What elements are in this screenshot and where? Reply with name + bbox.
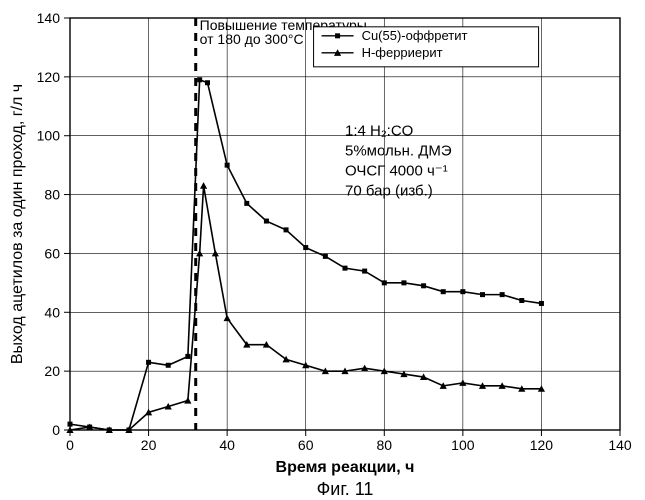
- series-marker-cu: [362, 269, 367, 274]
- figure-caption: Фиг. 11: [317, 479, 374, 499]
- series-marker-cu: [166, 363, 171, 368]
- series-marker-cu: [197, 77, 202, 82]
- series-marker-cu: [343, 266, 348, 271]
- series-marker-cu: [264, 219, 269, 224]
- legend-label: Cu(55)-оффретит: [362, 28, 468, 43]
- series-marker-cu: [441, 289, 446, 294]
- series-marker-cu: [68, 422, 73, 427]
- y-tick-label: 120: [37, 69, 61, 85]
- x-tick-label: 0: [66, 437, 74, 453]
- y-tick-label: 20: [44, 363, 60, 379]
- series-marker-cu: [382, 280, 387, 285]
- x-tick-label: 100: [451, 437, 475, 453]
- series-marker-cu: [225, 163, 230, 168]
- series-marker-cu: [284, 227, 289, 232]
- series-marker-cu: [146, 360, 151, 365]
- x-tick-label: 140: [608, 437, 632, 453]
- series-marker-cu: [205, 80, 210, 85]
- legend-marker-cu: [335, 33, 340, 38]
- legend-label: H-ферриерит: [362, 45, 443, 60]
- series-marker-cu: [500, 292, 505, 297]
- conditions-line: 1:4 H₂:CO: [345, 123, 413, 140]
- conditions-line: ОЧСГ 4000 ч⁻¹: [345, 163, 448, 180]
- series-marker-cu: [539, 301, 544, 306]
- y-tick-label: 60: [44, 245, 60, 261]
- series-marker-cu: [244, 201, 249, 206]
- y-tick-label: 40: [44, 304, 60, 320]
- y-tick-label: 0: [52, 422, 60, 438]
- series-marker-cu: [421, 283, 426, 288]
- y-axis-label: Выход ацетилов за один проход, г/л ч: [9, 84, 26, 364]
- y-tick-label: 140: [37, 10, 61, 26]
- x-tick-label: 80: [376, 437, 392, 453]
- x-tick-label: 20: [141, 437, 157, 453]
- series-marker-cu: [480, 292, 485, 297]
- x-tick-label: 40: [219, 437, 235, 453]
- series-marker-cu: [460, 289, 465, 294]
- x-tick-label: 120: [530, 437, 554, 453]
- series-marker-cu: [401, 280, 406, 285]
- series-marker-cu: [519, 298, 524, 303]
- conditions-line: 5%мольн. ДМЭ: [345, 143, 452, 160]
- x-tick-label: 60: [298, 437, 314, 453]
- series-marker-cu: [303, 245, 308, 250]
- series-marker-cu: [185, 354, 190, 359]
- y-tick-label: 100: [37, 128, 61, 144]
- series-marker-cu: [323, 254, 328, 259]
- y-tick-label: 80: [44, 187, 60, 203]
- conditions-line: 70 бар (изб.): [345, 183, 433, 200]
- x-axis-label: Время реакции, ч: [276, 459, 415, 476]
